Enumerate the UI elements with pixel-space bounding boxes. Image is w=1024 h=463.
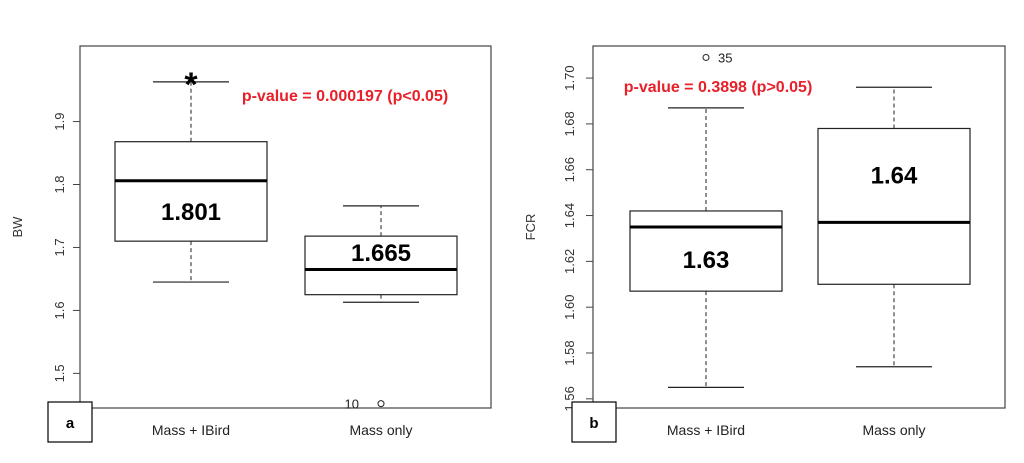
plot-frame	[79, 45, 492, 409]
box-iqr	[817, 127, 971, 285]
outlier-label: 10	[345, 397, 359, 412]
y-tick-label: 1.60	[562, 295, 577, 320]
p-value-annotation: p-value = 0.000197 (p<0.05)	[242, 88, 448, 105]
x-category-label: Mass only	[349, 422, 412, 438]
panel-label: b	[589, 415, 598, 432]
x-category-label: Mass only	[862, 422, 925, 438]
panel-label: a	[66, 415, 75, 432]
y-axis-label: FCR	[523, 214, 538, 241]
y-tick-label: 1.8	[52, 175, 67, 193]
panel-label-box	[571, 401, 617, 443]
x-category-label: Mass + IBird	[152, 422, 230, 438]
y-tick-label: 1.66	[562, 157, 577, 182]
median-value-label: 1.801	[161, 199, 221, 226]
y-tick-label: 1.7	[52, 238, 67, 256]
significance-marker: *	[184, 66, 198, 104]
box-iqr	[304, 235, 458, 296]
p-value-annotation: p-value = 0.3898 (p>0.05)	[624, 79, 813, 96]
y-tick-label: 1.9	[52, 113, 67, 131]
y-tick-label: 1.70	[562, 65, 577, 90]
panel-label-box	[47, 401, 93, 443]
y-tick-label: 1.64	[562, 203, 577, 228]
y-tick-label: 1.68	[562, 111, 577, 136]
y-axis-label: BW	[10, 216, 25, 238]
y-tick-label: 1.5	[52, 364, 67, 382]
chart-panel-b: 1.561.581.601.621.641.661.681.70FCR1.633…	[523, 45, 1006, 443]
chart-panel-a: 1.5 1.6 1.7 1.8 1.9 BW 1.801 Mass + IBird * 1.665…	[10, 45, 492, 443]
median-value-label: 1.64	[871, 162, 918, 189]
outlier-point	[377, 400, 385, 408]
plot-frame	[592, 45, 1006, 409]
y-tick-label: 1.6	[52, 301, 67, 319]
median-value-label: 1.63	[683, 247, 730, 274]
median-value-label: 1.665	[351, 240, 411, 267]
box-iqr	[629, 210, 783, 292]
y-tick-label: 1.62	[562, 249, 577, 274]
x-category-label: Mass + IBird	[667, 422, 745, 438]
box-iqr	[114, 141, 268, 242]
outlier-point	[702, 53, 710, 61]
y-tick-label: 1.58	[562, 340, 577, 365]
outlier-label: 35	[718, 50, 732, 65]
